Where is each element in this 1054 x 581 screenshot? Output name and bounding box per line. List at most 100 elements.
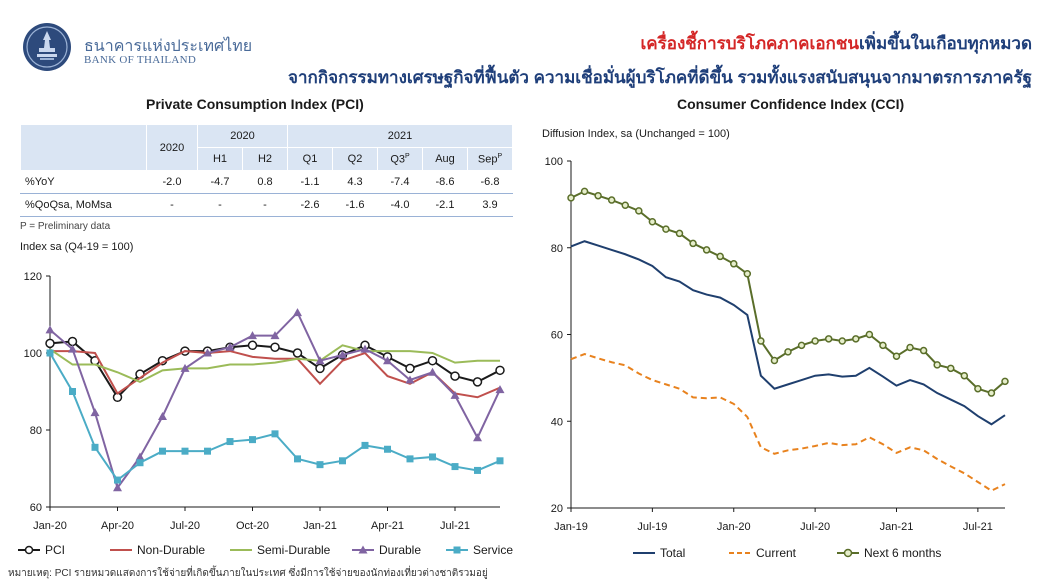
table-cell: - [146,193,198,217]
table-cell: 4.3 [332,170,378,194]
footnote: หมายเหตุ: PCI รายหมวดแสดงการใช้จ่ายที่เก… [8,568,488,579]
y-axis-label: Diffusion Index, sa (Unchanged = 100) [542,128,730,140]
data-point-next-6-months [974,384,982,393]
data-point-pci [472,377,483,387]
legend-item-non-durable: Non-Durable [110,543,205,557]
data-point-durable [315,356,325,365]
data-point-next-6-months [567,194,575,202]
legend-item-pci: PCI [18,543,65,557]
table-header-period-sep: SepP [467,147,513,171]
data-point-service [181,447,189,455]
data-point-service [249,436,256,444]
data-point-service [316,461,324,469]
data-point-next-6-months [933,361,941,369]
data-point-service [294,455,301,463]
preliminary-marker: P [405,152,410,160]
table-row: %YoY -2.0 -4.7 0.8 -1.1 4.3 -7.4 -8.6 -6… [20,170,513,194]
table-cell: -1.1 [287,170,333,194]
data-point-next-6-months [757,337,765,345]
period-label: Q3 [390,153,405,166]
data-point-next-6-months [648,217,657,226]
data-point-durable [90,408,100,417]
data-point-durable [135,452,145,461]
y-tick-label: 100 [545,156,563,168]
data-point-service [136,459,144,467]
data-point-durable [495,385,505,394]
y-axis-label: Index sa (Q4-19 = 100) [20,241,133,253]
table-cell: 0.8 [242,170,288,194]
data-point-next-6-months [716,252,724,261]
data-point-pci [292,348,303,358]
table-row: %QoQsa, MoMsa - - - -2.6 -1.6 -4.0 -2.1 … [20,193,513,217]
table-header-year-2020-full: 2020 [146,124,198,171]
table-cell: -4.0 [377,193,423,217]
row-label: %QoQsa, MoMsa [20,193,147,217]
data-point-durable [203,348,212,357]
data-point-service [46,349,54,357]
table-corner-cell [20,124,147,171]
x-tick-label: Jan-21 [303,520,337,532]
data-point-next-6-months [960,371,969,380]
data-point-durable [428,367,437,376]
data-point-next-6-months [635,207,643,215]
table-cell: -7.4 [377,170,423,194]
legend-label-non-durable: Non-Durable [137,543,205,557]
table-cell: -2.1 [422,193,468,217]
table-header-period: Aug [422,147,468,171]
data-point-durable [338,350,347,359]
x-tick-label: Apr-20 [101,520,134,532]
table-header-year-2020-halves: 2020 [197,124,288,148]
data-point-next-6-months [662,225,670,233]
table-cell: - [197,193,243,217]
data-point-service [429,453,436,461]
preliminary-data-note: P = Preliminary data [20,221,111,232]
data-point-next-6-months [865,330,874,339]
headline-blue-part: เพิ่มขึ้นในเกือบทุกหมวด [859,34,1032,53]
data-point-durable [45,325,55,334]
data-point-service [69,388,76,395]
table-cell: -4.7 [197,170,243,194]
data-point-next-6-months [607,196,616,204]
legend-marker-service [453,546,461,554]
series-line-non-durable [50,350,501,399]
data-point-pci [405,363,415,374]
data-point-service [496,457,504,465]
data-point-next-6-months [675,229,684,238]
table-header-period: Q1 [287,147,333,171]
data-point-next-6-months [838,337,846,345]
x-tick-label: Jul-21 [963,521,993,533]
table-cell: -8.6 [422,170,468,194]
period-label: Sep [477,153,498,166]
data-point-durable [225,342,235,351]
data-point-service [339,457,346,465]
data-point-durable [405,375,415,384]
row-label: %YoY [20,170,147,194]
legend-marker-pci [24,545,34,555]
legend-marker-durable [358,545,368,554]
data-point-pci [427,355,438,366]
y-tick-label: 120 [24,271,42,283]
data-point-service [451,463,459,471]
pci-line-chart: Index sa (Q4-19 = 100) 60 80 100 120 Jan-20 Ap… [18,241,513,557]
y-tick-label: 60 [30,502,42,514]
data-point-next-6-months [770,356,779,365]
data-point-next-6-months [784,348,792,356]
table-cell: -2.0 [146,170,198,194]
legend-label-current: Current [756,546,797,560]
preliminary-marker: P [497,152,503,160]
series-line-semi-durable [49,344,500,383]
x-tick-label: Jul-21 [440,520,470,532]
x-tick-label: Jan-19 [554,521,588,533]
data-point-pci [45,338,55,349]
x-tick-label: Jul-20 [170,520,200,532]
data-point-next-6-months [797,341,806,350]
y-tick-label: 100 [24,348,42,360]
bank-logo-area: ธนาคารแห่งประเทศไทย BANK OF THAILAND [22,22,272,72]
legend-label-service: Service [473,543,513,557]
legend-item-durable: Durable [352,543,421,557]
pci-summary-table: 2020 2020 2021 H1 H2 Q1 Q2 Q3P Aug SepP … [20,124,513,217]
data-point-durable [68,344,77,353]
data-point-service [204,447,211,455]
data-point-next-6-months [743,270,752,278]
data-point-pci [270,342,280,352]
